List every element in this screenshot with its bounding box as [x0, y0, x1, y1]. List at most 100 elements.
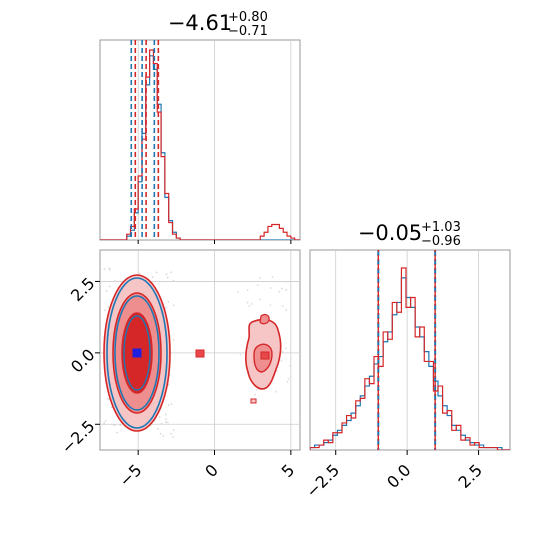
scatter-point [113, 424, 116, 427]
marginal-histograms [100, 49, 510, 450]
param0-title-minus: −0.71 [228, 24, 268, 39]
scatter-point [256, 284, 259, 287]
scatter-point [287, 378, 290, 380]
scatter-point [162, 435, 165, 437]
scatter-point [115, 280, 117, 283]
scatter-point [119, 424, 122, 426]
scatter-point [110, 406, 113, 409]
scatter-point [286, 380, 289, 383]
scatter-point [157, 427, 159, 430]
tick-label-x1-2: 2.5 [455, 460, 486, 491]
scatter-point [281, 351, 284, 353]
contour-blue-outer [106, 277, 168, 429]
scatter-point [269, 287, 272, 289]
tick-label-x0-2: 5 [278, 460, 299, 481]
scatter-point [258, 276, 261, 279]
marker-blue-center [132, 348, 142, 358]
scatter-point [289, 345, 292, 348]
param1-title-minus: −0.96 [421, 234, 461, 249]
scatter-point [248, 305, 251, 307]
tick-label-x0-1: 0 [201, 460, 222, 481]
scatter-point [165, 273, 168, 276]
scatter-point [172, 279, 175, 282]
panel-x1-histogram-frame [309, 249, 511, 451]
scatter-point [172, 338, 175, 341]
marker-red-square-right [260, 351, 270, 360]
tick-label-y-2: 2.5 [67, 274, 98, 305]
scatter-point [166, 276, 169, 279]
scatter-point [278, 290, 281, 293]
scatter-point [289, 376, 292, 379]
scatter-point [280, 359, 283, 362]
scatter-point [164, 307, 167, 309]
scatter-point [285, 309, 287, 312]
marker-red-square-left [195, 349, 205, 358]
hist-x0-group [100, 49, 300, 240]
contour-red-speck [250, 398, 257, 404]
param1-title: −0.05 [358, 221, 422, 245]
scatter-point [107, 306, 110, 309]
tick-label-x1-0: −2.5 [302, 460, 343, 501]
scatter-point [167, 404, 170, 407]
scatter-point [285, 347, 287, 350]
scatter-point [286, 280, 289, 283]
scatter-point [281, 305, 284, 308]
scatter-point [104, 420, 107, 422]
scatter-point [165, 418, 167, 421]
param1-title-main: −0.05 [358, 221, 422, 245]
scatter-point [109, 268, 111, 271]
scatter-point [155, 271, 158, 274]
param0-title: −4.61 [168, 11, 232, 35]
scatter-point [258, 298, 261, 301]
scatter-point [165, 421, 167, 424]
scatter-point [285, 289, 288, 291]
scatter-point [172, 429, 175, 432]
scatter-point [137, 272, 140, 275]
scatter-point [160, 422, 163, 425]
scatter-point [110, 423, 113, 426]
scatter-point [255, 388, 258, 391]
scatter-point [172, 304, 175, 307]
scatter-point [289, 365, 292, 367]
scatter-point [281, 287, 283, 290]
scatter-point [103, 309, 106, 312]
scatter-point [116, 431, 119, 434]
scatter-point [246, 301, 249, 304]
scatter-point [106, 397, 109, 400]
joint-contours [103, 274, 282, 432]
scatter-point [108, 285, 111, 288]
scatter-point [167, 384, 170, 386]
scatter-point [237, 291, 239, 294]
scatter-point [108, 267, 111, 270]
tick-label-y-1: 0.0 [67, 345, 98, 376]
tick-label-y-0: −2.5 [58, 417, 99, 458]
contour-blue-inner [123, 315, 151, 391]
scatter-point [105, 290, 108, 293]
scatter-point [269, 304, 272, 306]
hist-x1-group [310, 267, 510, 450]
scatter-point [250, 303, 253, 305]
scatter-point [164, 413, 167, 416]
scatter-point [167, 301, 170, 303]
hist-x0-red [100, 49, 300, 240]
scatter-point [158, 416, 161, 419]
contour-red-secondary-top [259, 314, 270, 325]
panel-x0-histogram-frame [99, 39, 301, 241]
scatter-point [172, 436, 174, 438]
scatter-point [271, 276, 274, 278]
scatter-point [159, 432, 162, 435]
param0-title-plus: +0.80 [228, 10, 268, 25]
scatter-point [103, 268, 106, 270]
scatter-point [151, 276, 154, 279]
scatter-point [170, 403, 173, 406]
param1-title-plus: +1.03 [421, 220, 461, 235]
hist-x1-red [310, 267, 510, 450]
scatter-point [170, 271, 173, 274]
param0-title-main: −4.61 [168, 11, 232, 35]
scatter-point [246, 289, 249, 292]
scatter-point [166, 421, 169, 424]
scatter-point [103, 422, 106, 425]
contour-blue-mid [114, 295, 160, 411]
scatter-point [275, 390, 278, 393]
